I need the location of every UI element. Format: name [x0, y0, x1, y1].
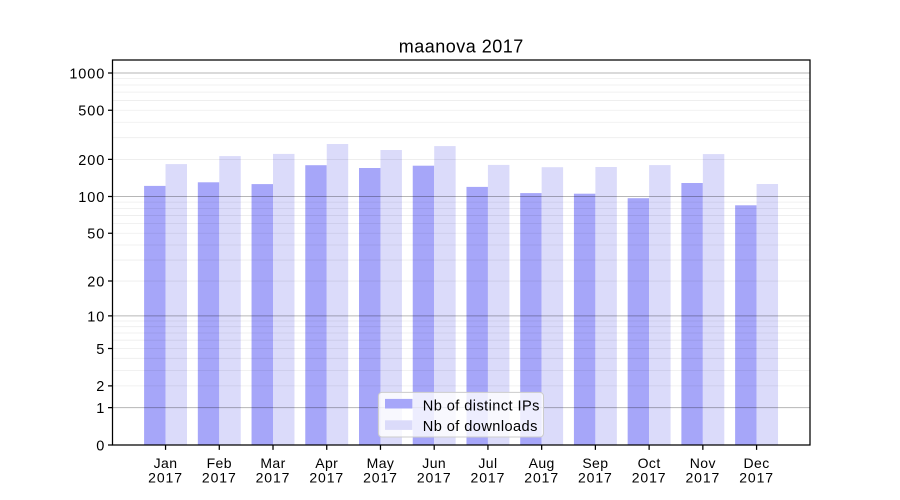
svg-text:Aug: Aug	[529, 455, 555, 471]
svg-text:maanova 2017: maanova 2017	[399, 36, 524, 56]
svg-text:5: 5	[96, 342, 105, 358]
svg-text:Apr: Apr	[315, 455, 338, 471]
svg-text:50: 50	[87, 227, 105, 243]
svg-text:0: 0	[96, 438, 105, 454]
svg-text:Dec: Dec	[744, 455, 770, 471]
svg-text:Jun: Jun	[422, 455, 446, 471]
svg-text:2017: 2017	[256, 469, 291, 485]
svg-text:Mar: Mar	[260, 455, 285, 471]
svg-text:100: 100	[78, 190, 105, 206]
svg-text:Feb: Feb	[207, 455, 232, 471]
svg-text:Jul: Jul	[478, 455, 497, 471]
svg-text:2017: 2017	[417, 469, 452, 485]
svg-text:1: 1	[96, 401, 105, 417]
svg-text:2017: 2017	[524, 469, 559, 485]
svg-text:2017: 2017	[578, 469, 613, 485]
svg-text:1000: 1000	[69, 66, 105, 82]
svg-text:Nb of distinct IPs: Nb of distinct IPs	[423, 399, 540, 415]
svg-text:20: 20	[87, 274, 105, 290]
svg-text:Sep: Sep	[582, 455, 608, 471]
svg-text:2017: 2017	[739, 469, 774, 485]
svg-text:10: 10	[87, 309, 105, 325]
svg-text:2017: 2017	[363, 469, 398, 485]
svg-text:2017: 2017	[685, 469, 720, 485]
svg-text:Nov: Nov	[690, 455, 716, 471]
svg-text:2017: 2017	[632, 469, 667, 485]
svg-text:200: 200	[78, 153, 105, 169]
svg-text:2017: 2017	[148, 469, 183, 485]
svg-text:Oct: Oct	[638, 455, 661, 471]
svg-text:2017: 2017	[309, 469, 344, 485]
svg-text:Jan: Jan	[154, 455, 178, 471]
svg-text:Nb of downloads: Nb of downloads	[423, 419, 538, 435]
svg-text:2017: 2017	[202, 469, 237, 485]
svg-text:May: May	[367, 455, 395, 471]
svg-text:500: 500	[78, 104, 105, 120]
svg-text:2017: 2017	[471, 469, 506, 485]
svg-text:2: 2	[96, 379, 105, 395]
